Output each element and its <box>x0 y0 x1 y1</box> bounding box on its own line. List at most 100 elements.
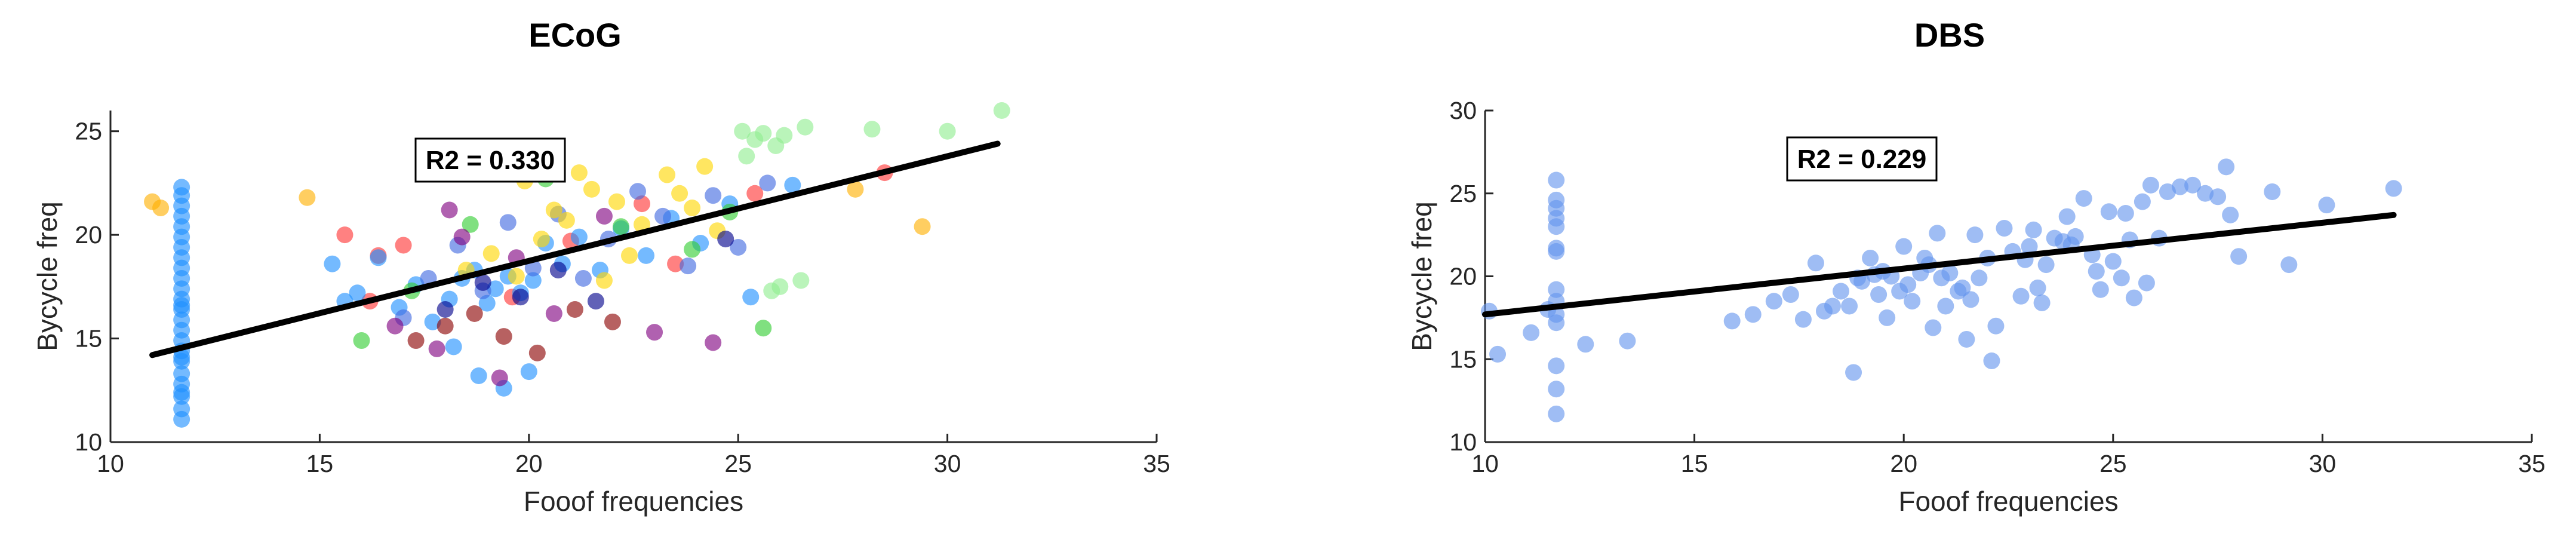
ecog-data-point <box>173 297 190 314</box>
dbs-data-point <box>1971 269 1988 287</box>
dbs-data-point <box>2222 206 2239 223</box>
ecog-data-point <box>738 148 755 165</box>
ecog-data-point <box>792 272 810 289</box>
dbs-data-point <box>2117 205 2134 222</box>
dbs-data-point <box>1862 249 1879 266</box>
dbs-r2-annotation: R2 = 0.229 <box>1786 136 1938 182</box>
dbs-data-point <box>2037 256 2055 274</box>
ecog-data-point <box>914 218 931 235</box>
dbs-data-point <box>1958 330 1975 348</box>
dbs-panel: DBS 10 15 20 25 30 35 10 15 20 25 30 Fooof frequenc… <box>1406 16 2546 517</box>
ecog-data-point <box>453 228 471 246</box>
ecog-data-point <box>173 348 190 366</box>
dbs-data-point <box>1782 286 1799 303</box>
dbs-data-point <box>2385 180 2402 197</box>
dbs-data-point <box>2104 253 2122 270</box>
dbs-data-point <box>1548 357 1565 375</box>
ecog-data-point <box>299 189 316 206</box>
dbs-data-point <box>1807 254 1824 272</box>
ecog-data-point <box>863 121 881 138</box>
dbs-data-point <box>1548 381 1565 398</box>
ecog-data-point <box>629 183 647 200</box>
ecog-data-point <box>436 301 454 318</box>
dbs-data-point <box>2075 190 2092 207</box>
ecog-x-axis-label: Fooof frequencies <box>524 486 743 517</box>
ecog-data-point <box>466 305 483 322</box>
dbs-data-point <box>1548 171 1565 189</box>
ecog-data-point <box>570 164 588 182</box>
ecog-data-point <box>595 272 613 289</box>
ecog-data-point <box>797 118 814 136</box>
ecog-data-point <box>604 313 621 330</box>
dbs-x-tick-label: 35 <box>2518 450 2546 477</box>
ecog-x-tick-label: 35 <box>1143 450 1170 477</box>
dbs-data-point <box>2159 183 2176 200</box>
ecog-data-point <box>705 334 722 351</box>
ecog-data-point <box>353 332 370 349</box>
dbs-x-tick-label: 30 <box>2309 450 2337 477</box>
dbs-x-axis-label: Fooof frequencies <box>1898 486 2118 517</box>
dbs-data-point <box>2058 208 2076 225</box>
dbs-data-point <box>1548 240 1565 257</box>
dbs-data-point <box>1577 336 1594 353</box>
dbs-x-tick-label: 25 <box>2099 450 2127 477</box>
dbs-data-point <box>2012 287 2030 305</box>
ecog-data-point <box>445 338 462 355</box>
dbs-r2-text: R2 = 0.229 <box>1797 145 1927 174</box>
ecog-data-point <box>767 137 785 154</box>
dbs-data-point <box>2021 238 2038 255</box>
dbs-data-point <box>1619 332 1636 349</box>
ecog-data-point <box>512 289 529 306</box>
ecog-data-point <box>324 255 341 272</box>
ecog-data-point <box>533 231 550 248</box>
ecog-data-point <box>847 180 864 198</box>
ecog-data-point <box>524 272 542 289</box>
dbs-x-tick-label: 20 <box>1890 450 1917 477</box>
dbs-data-point <box>2088 263 2105 280</box>
ecog-data-point <box>939 122 956 140</box>
dbs-data-point <box>1548 218 1565 235</box>
ecog-data-point <box>549 262 567 279</box>
ecog-data-point <box>583 180 600 198</box>
ecog-data-point <box>428 340 445 357</box>
ecog-data-point <box>759 174 776 192</box>
dbs-data-point <box>1937 298 1954 315</box>
ecog-data-point <box>587 293 604 310</box>
ecog-x-tick-label: 10 <box>97 450 124 477</box>
ecog-data-point <box>696 158 714 175</box>
dbs-y-tick-label: 30 <box>1449 97 1477 124</box>
ecog-data-point <box>407 332 425 349</box>
ecog-data-point <box>462 216 479 233</box>
ecog-data-point <box>755 320 772 337</box>
ecog-data-point <box>508 268 525 285</box>
ecog-data-point <box>499 214 517 231</box>
ecog-data-point <box>638 247 655 264</box>
ecog-data-point <box>717 231 734 248</box>
dbs-data-point <box>1824 298 1841 315</box>
dbs-data-point <box>1870 286 1888 303</box>
ecog-data-point <box>474 274 491 291</box>
ecog-data-point <box>784 176 801 194</box>
ecog-x-tick-label: 30 <box>934 450 961 477</box>
ecog-data-point <box>424 313 441 330</box>
ecog-data-point <box>495 328 512 345</box>
dbs-x-tick-label: 15 <box>1681 450 1708 477</box>
dbs-data-point <box>2142 176 2159 194</box>
ecog-data-point <box>680 257 697 275</box>
dbs-data-point <box>2280 256 2298 274</box>
ecog-data-point <box>654 207 672 225</box>
dbs-data-point <box>2171 178 2188 195</box>
ecog-data-point <box>173 365 190 382</box>
ecog-y-tick-label: 20 <box>75 221 102 249</box>
dbs-data-point <box>1983 352 2000 370</box>
ecog-x-tick-label: 20 <box>515 450 543 477</box>
dbs-data-point <box>2138 274 2155 292</box>
ecog-data-point <box>436 317 454 335</box>
ecog-panel: ECoG 10 15 20 25 30 35 10 15 20 25 Fooof frequenci… <box>32 16 1170 517</box>
ecog-data-point <box>659 166 676 183</box>
ecog-data-point <box>730 238 747 256</box>
ecog-data-point <box>746 131 764 148</box>
ecog-data-point <box>574 269 592 287</box>
ecog-data-point <box>671 185 688 202</box>
